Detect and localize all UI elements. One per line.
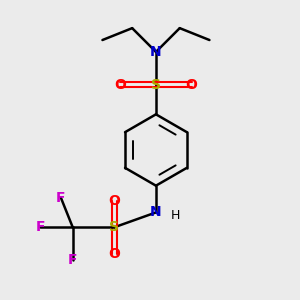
- Text: O: O: [114, 78, 126, 92]
- Text: N: N: [150, 206, 162, 219]
- Text: S: S: [151, 78, 161, 92]
- Text: S: S: [109, 220, 119, 234]
- Text: N: N: [150, 45, 162, 59]
- Text: F: F: [35, 220, 45, 234]
- Text: F: F: [68, 253, 77, 267]
- Text: F: F: [56, 190, 66, 205]
- Text: O: O: [108, 247, 120, 261]
- Text: O: O: [186, 78, 197, 92]
- Text: H: H: [171, 209, 180, 222]
- Text: O: O: [108, 194, 120, 208]
